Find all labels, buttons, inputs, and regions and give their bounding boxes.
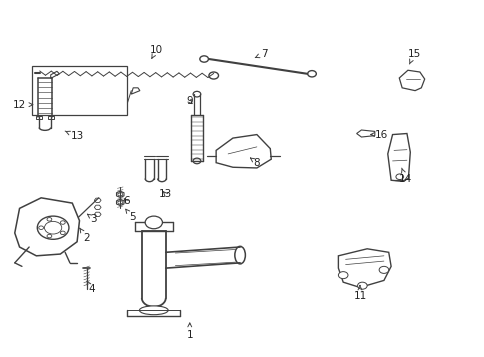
Polygon shape: [51, 71, 59, 78]
Circle shape: [39, 226, 44, 230]
Text: 4: 4: [87, 281, 94, 294]
Polygon shape: [131, 88, 139, 94]
Circle shape: [60, 221, 65, 224]
Bar: [48, 116, 54, 119]
Bar: [31, 66, 127, 115]
Text: 10: 10: [150, 45, 163, 58]
Text: 5: 5: [125, 209, 135, 222]
Text: 12: 12: [13, 100, 33, 110]
Circle shape: [118, 201, 122, 204]
Circle shape: [395, 174, 403, 180]
Circle shape: [357, 282, 366, 289]
Text: 14: 14: [398, 168, 411, 183]
Polygon shape: [356, 130, 374, 137]
Circle shape: [193, 158, 200, 164]
Polygon shape: [338, 249, 390, 287]
Text: 13: 13: [65, 131, 84, 141]
Circle shape: [199, 56, 208, 62]
Text: 16: 16: [370, 130, 387, 140]
Text: 15: 15: [407, 49, 420, 64]
Bar: [36, 116, 42, 119]
Text: 3: 3: [87, 214, 97, 224]
Text: 2: 2: [79, 228, 90, 243]
Circle shape: [145, 216, 162, 229]
Text: 1: 1: [186, 323, 193, 340]
Circle shape: [37, 216, 69, 239]
Polygon shape: [94, 212, 101, 216]
Text: 11: 11: [353, 286, 366, 301]
Circle shape: [47, 234, 52, 238]
Text: 7: 7: [255, 49, 267, 59]
Circle shape: [307, 71, 316, 77]
Circle shape: [209, 72, 218, 79]
Text: 8: 8: [250, 158, 259, 168]
Polygon shape: [116, 191, 124, 197]
Polygon shape: [387, 134, 409, 181]
Circle shape: [193, 91, 200, 97]
Polygon shape: [216, 135, 271, 168]
Ellipse shape: [139, 306, 168, 315]
Polygon shape: [94, 198, 101, 202]
Circle shape: [47, 217, 52, 221]
Text: 6: 6: [123, 196, 130, 206]
Polygon shape: [398, 70, 424, 91]
Circle shape: [118, 192, 122, 196]
Polygon shape: [94, 205, 101, 210]
Circle shape: [378, 266, 388, 273]
Ellipse shape: [234, 246, 245, 264]
Text: 13: 13: [159, 189, 172, 199]
Circle shape: [338, 272, 347, 279]
Polygon shape: [116, 199, 124, 206]
Circle shape: [45, 221, 61, 234]
Circle shape: [60, 231, 65, 235]
Polygon shape: [15, 198, 79, 256]
Text: 9: 9: [186, 96, 193, 106]
